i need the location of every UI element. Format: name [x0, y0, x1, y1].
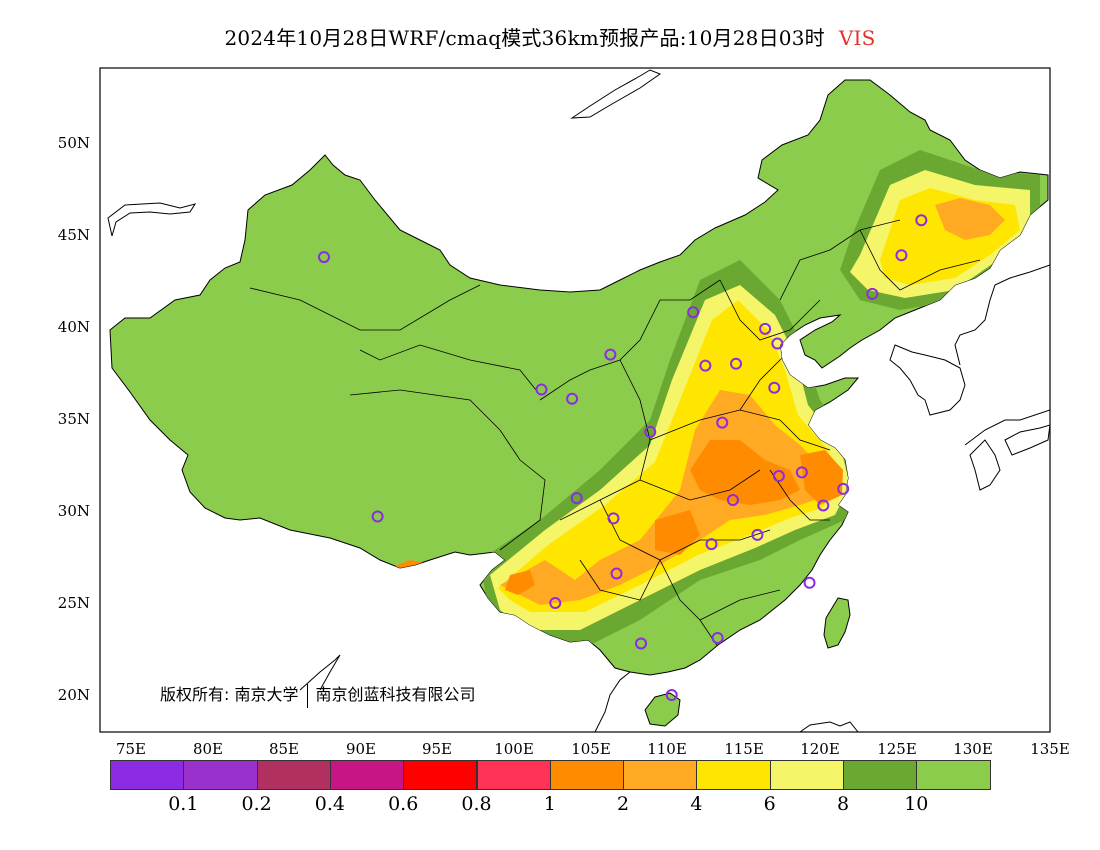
station-marker — [644, 425, 657, 438]
y-tick-label: 25N — [57, 594, 90, 612]
station-marker — [726, 493, 739, 506]
copyright-org-nju: 南京大学 — [234, 685, 299, 704]
y-tick-label: 20N — [57, 686, 90, 704]
hainan-island — [644, 692, 681, 727]
copyright-divider — [306, 683, 308, 708]
vis-contours — [395, 150, 1040, 650]
legend-label: 0.6 — [388, 793, 419, 815]
legend-swatch — [696, 760, 771, 790]
legend-swatch — [476, 760, 551, 790]
x-tick-label: 85E — [268, 740, 300, 758]
x-tick-label: 80E — [192, 740, 224, 758]
legend-swatch — [256, 760, 331, 790]
legend-swatch — [549, 760, 625, 790]
station-marker — [570, 492, 583, 505]
station-marker — [895, 249, 908, 262]
station-marker — [837, 482, 850, 495]
province-borders — [249, 219, 981, 661]
x-tick-label: 110E — [647, 740, 687, 758]
station-marker — [730, 357, 743, 370]
station-marker — [759, 322, 772, 335]
legend-swatch — [403, 760, 478, 790]
legend-swatch — [329, 760, 405, 790]
station-marker — [866, 287, 879, 300]
station-marker — [817, 499, 830, 512]
y-tick-label: 35N — [57, 410, 90, 428]
x-tick-label: 130E — [953, 740, 993, 758]
x-tick-label: 90E — [345, 740, 377, 758]
legend-label: 0.4 — [314, 793, 345, 815]
legend-swatch — [916, 760, 991, 790]
station-marker — [371, 510, 384, 523]
legend-swatch — [623, 760, 698, 790]
x-tick-label: 95E — [421, 740, 453, 758]
legend-label: 2 — [617, 793, 630, 815]
station-marker — [610, 567, 623, 580]
legend-swatch — [769, 760, 844, 790]
x-tick-label: 105E — [571, 740, 611, 758]
station-marker — [716, 416, 729, 429]
coastlines — [107, 69, 1050, 732]
station-marker — [795, 466, 808, 479]
legend-label: 0.8 — [461, 793, 492, 815]
station-marker — [535, 383, 548, 396]
copyright-notice: 版权所有: 南京大学 南京创蓝科技有限公司 — [160, 681, 476, 708]
station-marker — [604, 348, 617, 361]
station-marker — [915, 214, 928, 227]
x-tick-label: 120E — [800, 740, 840, 758]
station-marker — [771, 337, 784, 350]
y-tick-label: 50N — [57, 134, 90, 152]
station-marker — [803, 576, 816, 589]
legend-label: 8 — [836, 793, 850, 815]
variable-name: VIS — [838, 26, 876, 50]
legend-label: 4 — [690, 793, 703, 815]
x-tick-label: 100E — [494, 740, 534, 758]
legend-label: 10 — [904, 793, 929, 815]
station-marker — [317, 251, 330, 264]
y-tick-label: 40N — [57, 318, 90, 336]
legend-label: 0.1 — [168, 793, 199, 815]
x-tick-label: 75E — [115, 740, 147, 758]
station-marker — [566, 392, 579, 405]
station-marker — [687, 306, 700, 319]
legend-label: 0.2 — [241, 793, 272, 815]
station-markers — [317, 214, 928, 701]
map-title: 2024年10月28日WRF/cmaq模式36km预报产品:10月28日03时 V… — [0, 22, 1100, 51]
legend-label: 6 — [763, 793, 776, 815]
copyright-prefix: 版权所有: — [160, 685, 230, 704]
station-marker — [635, 637, 648, 650]
station-marker — [665, 689, 678, 701]
station-marker — [768, 381, 781, 394]
station-marker — [751, 528, 764, 541]
y-tick-label: 45N — [57, 226, 90, 244]
legend-swatch — [183, 760, 258, 790]
legend-swatch — [843, 760, 918, 790]
station-marker — [549, 597, 562, 609]
legend-label: 1 — [543, 793, 556, 815]
x-tick-label: 125E — [877, 740, 917, 758]
map-title-main: 2024年10月28日WRF/cmaq模式36km预报产品:10月28日03时 — [224, 26, 825, 50]
x-tick-label: 135E — [1030, 740, 1070, 758]
station-marker — [699, 359, 712, 372]
x-tick-label: 115E — [724, 740, 764, 758]
taiwan-island — [823, 597, 851, 649]
station-marker — [705, 538, 718, 551]
station-marker — [711, 631, 724, 644]
station-marker — [772, 470, 785, 483]
station-marker — [607, 512, 620, 525]
copyright-org-chuanglan: 南京创蓝科技有限公司 — [315, 685, 476, 704]
legend-swatch — [110, 760, 185, 790]
y-tick-label: 30N — [57, 502, 90, 520]
